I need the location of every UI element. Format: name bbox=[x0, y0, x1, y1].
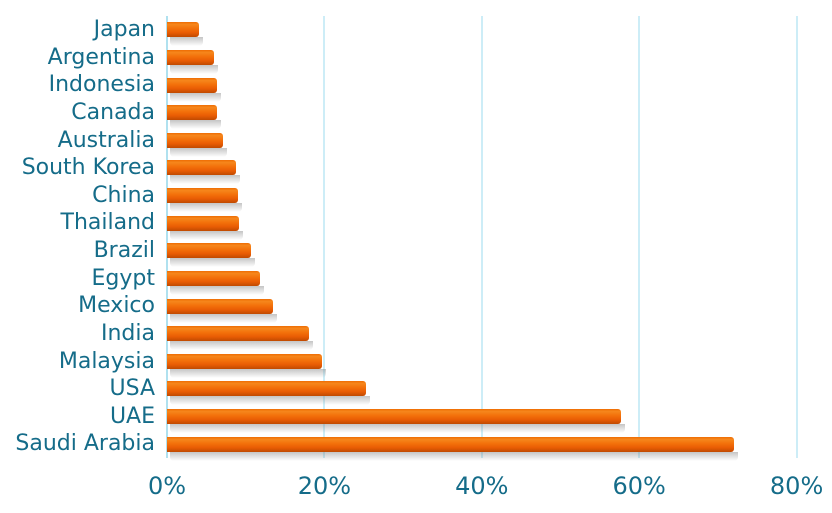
x-tick-label: 0% bbox=[147, 472, 187, 500]
category-label: Egypt bbox=[91, 265, 155, 291]
bar-row: Egypt bbox=[92, 265, 832, 295]
bar-canada bbox=[167, 105, 221, 130]
category-label: Canada bbox=[71, 99, 155, 125]
bar-row: China bbox=[92, 182, 832, 213]
plot-area: Japan Argentina Indonesia Canada Australia So… bbox=[15, 16, 832, 461]
bar-china bbox=[167, 188, 242, 213]
y-axis-line bbox=[166, 16, 168, 458]
x-axis: 0% 20% 40% 60% 80% bbox=[0, 472, 832, 513]
bar-row: UAE bbox=[110, 403, 832, 434]
x-tick-label: 20% bbox=[297, 472, 352, 500]
category-label: Thailand bbox=[60, 210, 155, 236]
bar-egypt bbox=[167, 270, 264, 295]
bar-row: Indonesia bbox=[49, 71, 832, 102]
bar-uae bbox=[167, 409, 626, 434]
bar-japan bbox=[167, 22, 204, 47]
category-label: Saudi Arabia bbox=[15, 431, 155, 457]
bar-row: Malaysia bbox=[59, 348, 832, 378]
category-label: Mexico bbox=[78, 293, 155, 319]
bar-usa bbox=[167, 381, 371, 406]
category-label: South Korea bbox=[21, 155, 155, 181]
bar-row: Thailand bbox=[61, 209, 832, 240]
category-label: Argentina bbox=[47, 44, 155, 70]
gridline bbox=[638, 16, 641, 458]
bar-india bbox=[167, 326, 313, 351]
category-label: UAE bbox=[109, 403, 155, 429]
category-label: Brazil bbox=[93, 238, 155, 263]
bar-brazil bbox=[167, 243, 256, 268]
bar-argentina bbox=[167, 49, 219, 74]
bar-row: Argentina bbox=[48, 44, 832, 74]
category-label: Indonesia bbox=[48, 72, 155, 98]
x-tick-label: 80% bbox=[769, 472, 824, 500]
bar-australia bbox=[167, 132, 227, 157]
gridline bbox=[795, 16, 798, 458]
category-label: Japan bbox=[93, 17, 155, 42]
bar-row: Mexico bbox=[78, 292, 832, 323]
bar-row: Australia bbox=[58, 127, 832, 157]
bar-row: India bbox=[101, 320, 832, 351]
category-label: USA bbox=[109, 376, 155, 402]
x-tick-label: 40% bbox=[455, 472, 509, 500]
category-label: China bbox=[92, 182, 155, 208]
category-label: Australia bbox=[57, 127, 155, 153]
bar-row: Saudi Arabia bbox=[15, 430, 832, 461]
bar-row: South Korea bbox=[22, 154, 832, 185]
gridline bbox=[480, 16, 483, 458]
bar-row: USA bbox=[109, 375, 832, 406]
gridline bbox=[323, 16, 326, 458]
bar-row: Brazil bbox=[94, 237, 832, 268]
bar-mexico bbox=[167, 298, 278, 323]
bar-row: Canada bbox=[71, 99, 832, 130]
bar-saudi-arabia bbox=[167, 436, 738, 461]
bar-south-korea bbox=[167, 160, 241, 185]
category-label: Malaysia bbox=[58, 348, 155, 374]
bar-malaysia bbox=[167, 353, 327, 378]
category-label: India bbox=[101, 320, 155, 346]
bar-row: Japan bbox=[94, 16, 832, 47]
bar-thailand bbox=[167, 215, 244, 240]
bar-indonesia bbox=[167, 77, 221, 102]
x-tick-label: 60% bbox=[612, 472, 666, 500]
